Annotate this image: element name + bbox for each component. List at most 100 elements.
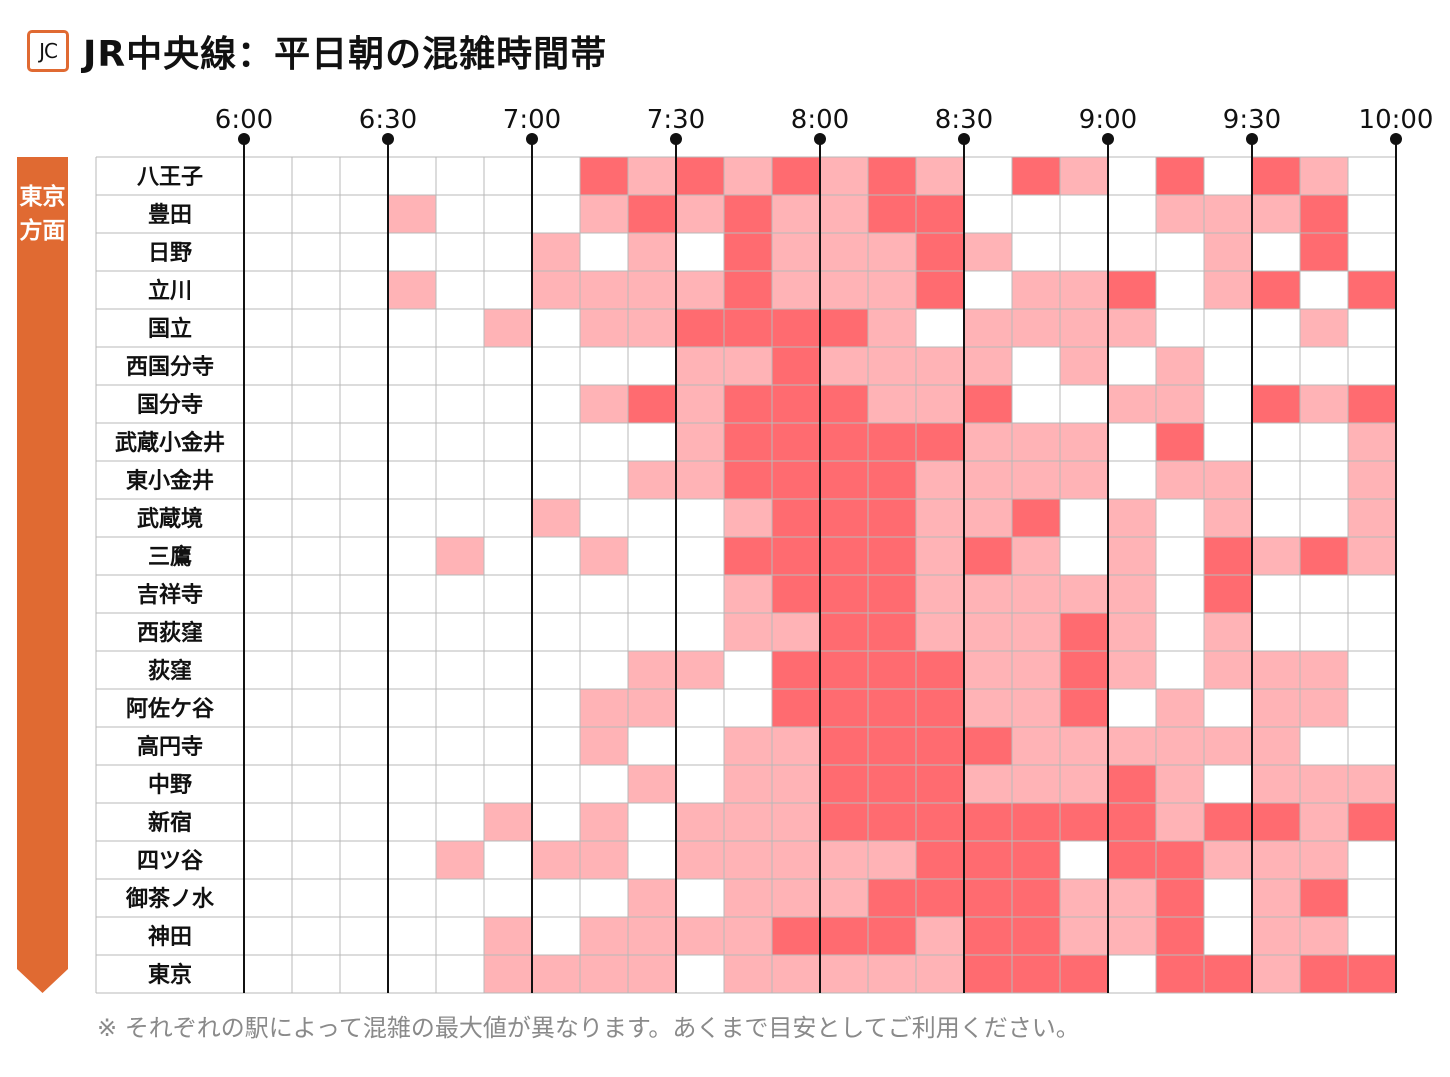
heatmap-cell [388, 309, 436, 347]
heatmap-cell [1252, 461, 1300, 499]
heatmap-cell [340, 651, 388, 689]
heatmap-cell [580, 803, 628, 841]
heatmap-cell [1060, 461, 1108, 499]
heatmap-cell [340, 917, 388, 955]
station-label: 東京 [148, 962, 192, 988]
heatmap-cell [1108, 879, 1156, 917]
heatmap-cell [532, 765, 580, 803]
heatmap-cell [1204, 803, 1252, 841]
heatmap-cell [1012, 157, 1060, 195]
heatmap-cell [1348, 765, 1396, 803]
heatmap-cell [580, 461, 628, 499]
heatmap-cell [1012, 195, 1060, 233]
heatmap-cell [1348, 879, 1396, 917]
heatmap-cell [820, 727, 868, 765]
heatmap-cell [916, 537, 964, 575]
heatmap-cell [340, 765, 388, 803]
congestion-heatmap: 八王子豊田日野立川国立西国分寺国分寺武蔵小金井東小金井武蔵境三鷹吉祥寺西荻窪荻窪… [95, 105, 1434, 994]
heatmap-cell [772, 841, 820, 879]
heatmap-cell [820, 309, 868, 347]
heatmap-cell [1204, 575, 1252, 613]
heatmap-cell [340, 841, 388, 879]
heatmap-cell [1060, 309, 1108, 347]
heatmap-cell [244, 461, 292, 499]
heatmap-cell [1012, 841, 1060, 879]
heatmap-cell [628, 499, 676, 537]
station-label: 国分寺 [137, 393, 203, 418]
station-label: 立川 [148, 278, 192, 304]
heatmap-cell [868, 233, 916, 271]
heatmap-cell [388, 575, 436, 613]
heatmap-cell [676, 727, 724, 765]
time-label: 10:00 [1359, 105, 1434, 135]
time-marker [958, 133, 970, 145]
heatmap-cell [1204, 347, 1252, 385]
heatmap-cell [628, 461, 676, 499]
heatmap-cell [292, 917, 340, 955]
heatmap-cell [580, 651, 628, 689]
heatmap-cell [580, 689, 628, 727]
heatmap-cell [1012, 575, 1060, 613]
heatmap-cell [340, 955, 388, 993]
heatmap-cell [532, 841, 580, 879]
heatmap-cell [340, 689, 388, 727]
heatmap-cell [820, 271, 868, 309]
heatmap-cell [388, 233, 436, 271]
heatmap-cell [1156, 195, 1204, 233]
heatmap-cell [1156, 841, 1204, 879]
heatmap-cell [292, 537, 340, 575]
heatmap-cell [1012, 461, 1060, 499]
heatmap-cell [1060, 765, 1108, 803]
heatmap-cell [868, 613, 916, 651]
heatmap-cell [1060, 613, 1108, 651]
heatmap-cell [628, 651, 676, 689]
heatmap-cell [1300, 575, 1348, 613]
heatmap-cell [244, 727, 292, 765]
heatmap-cell [724, 233, 772, 271]
heatmap-cell [916, 157, 964, 195]
heatmap-cell [772, 461, 820, 499]
heatmap-cell [388, 917, 436, 955]
heatmap-cell [1300, 613, 1348, 651]
heatmap-cell [292, 233, 340, 271]
heatmap-cell [820, 917, 868, 955]
station-label: 武蔵境 [137, 506, 203, 532]
heatmap-cell [1252, 195, 1300, 233]
heatmap-cell [340, 879, 388, 917]
heatmap-cell [1300, 765, 1348, 803]
heatmap-cell [484, 727, 532, 765]
heatmap-cell [1300, 195, 1348, 233]
direction-arrow-bar [17, 157, 68, 993]
heatmap-cell [916, 575, 964, 613]
heatmap-cell [532, 157, 580, 195]
heatmap-cell [820, 499, 868, 537]
heatmap-cell [820, 651, 868, 689]
heatmap-cell [244, 879, 292, 917]
heatmap-cell [580, 233, 628, 271]
heatmap-cell [1060, 651, 1108, 689]
heatmap-cell [436, 613, 484, 651]
heatmap-cell [1060, 537, 1108, 575]
heatmap-cell [244, 841, 292, 879]
heatmap-cell [772, 651, 820, 689]
heatmap-cell [1300, 271, 1348, 309]
heatmap-cell [1348, 461, 1396, 499]
heatmap-cell [724, 575, 772, 613]
heatmap-cell [1108, 499, 1156, 537]
heatmap-cell [1060, 803, 1108, 841]
heatmap-cell [1204, 157, 1252, 195]
heatmap-cell [772, 575, 820, 613]
heatmap-cell [436, 309, 484, 347]
heatmap-cell [916, 917, 964, 955]
heatmap-cell [1012, 955, 1060, 993]
station-label: 西荻窪 [137, 620, 203, 646]
heatmap-cell [1204, 917, 1252, 955]
heatmap-cell [1108, 651, 1156, 689]
heatmap-cell [388, 157, 436, 195]
heatmap-cell [1156, 917, 1204, 955]
heatmap-cell [1156, 157, 1204, 195]
heatmap-cell [340, 347, 388, 385]
heatmap-cell [868, 803, 916, 841]
heatmap-cell [868, 765, 916, 803]
heatmap-cell [1012, 347, 1060, 385]
